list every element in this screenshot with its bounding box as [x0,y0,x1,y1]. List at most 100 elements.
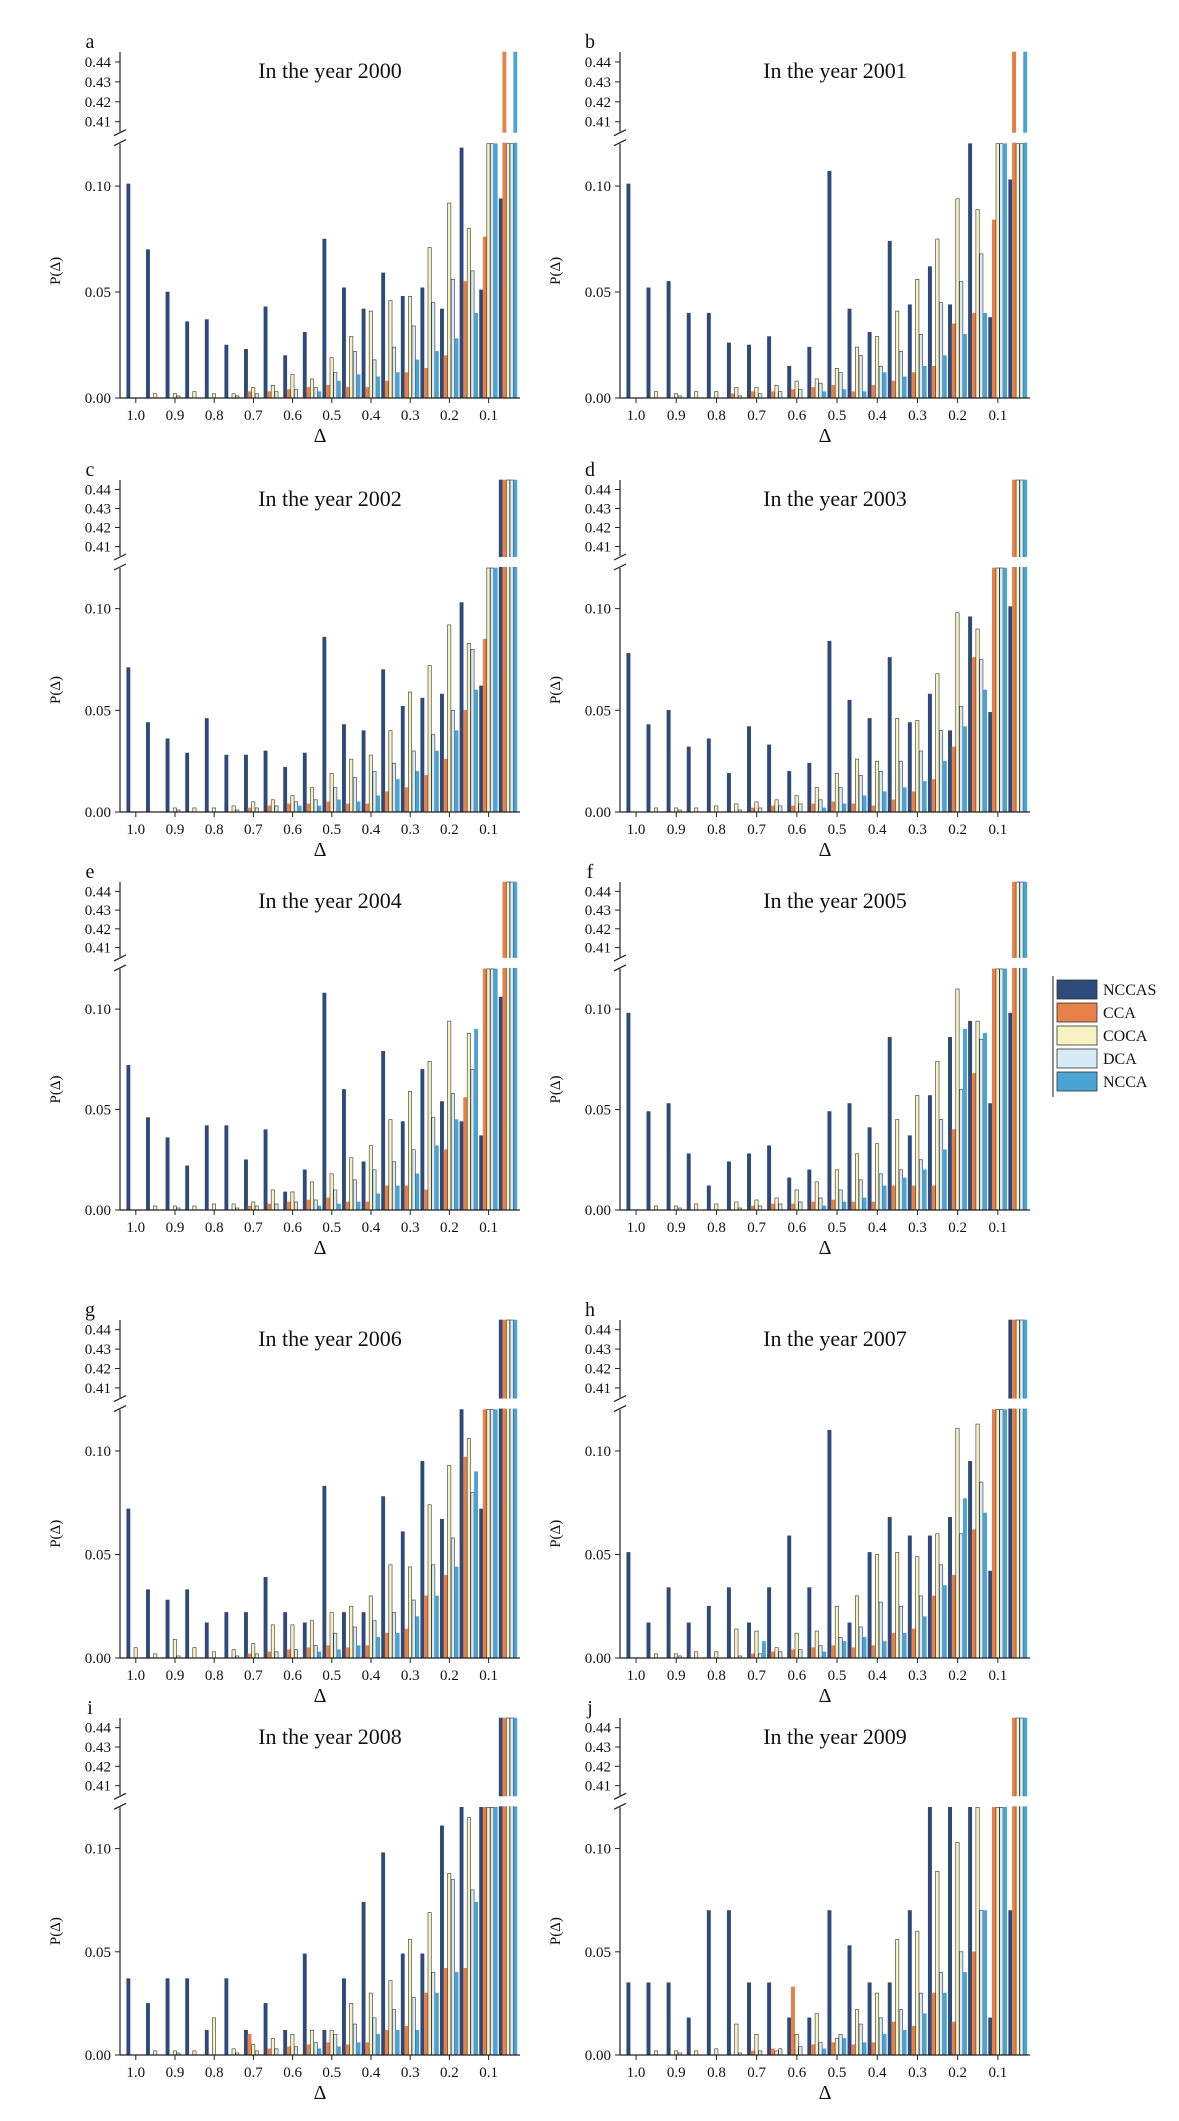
bar-cca [365,2042,370,2056]
bar-nccas [907,722,912,813]
x-tick-label: 0.2 [948,2065,967,2081]
bar-coca [506,881,510,1211]
bar-nccas [847,699,852,813]
bar-cca [365,803,370,813]
bar-dca [818,2042,823,2056]
y-tick-label: 0.44 [585,55,612,71]
axis-break-mark [113,563,127,571]
bar-nccas [479,1508,484,1659]
bar-coca [231,1649,236,1659]
bar-cca [911,791,916,813]
x-tick-label: 0.7 [244,2065,263,2081]
bar-nccas [146,2003,150,2056]
bar-nccas [646,1622,651,1659]
bar-dca [878,2017,883,2056]
bar-cca [750,2050,755,2056]
bar-nccas [626,183,631,399]
bar-cca [1012,1319,1017,1659]
x-tick-label: 0.8 [205,2065,224,2081]
y-tick-label: 0.42 [585,1759,611,1775]
bar-dca [431,302,436,399]
bar-ncca [862,1637,867,1659]
bar-cca [750,1205,755,1211]
bar-dca [818,1645,823,1659]
bar-coca [290,374,295,399]
bar-nccas [1008,1910,1013,2056]
bar-coca [408,295,412,399]
bar-coca [310,378,314,399]
bar-coca [486,567,491,813]
bar-dca [798,1201,803,1211]
legend-label-ncca: NCCA [1103,1074,1148,1091]
bar-coca [251,1201,256,1211]
bar-cca [463,1968,468,2056]
x-tick-label: 0.7 [244,1220,263,1236]
bar-cca [831,384,836,399]
bar-nccas [706,1185,711,1211]
bar-coca [408,1091,412,1211]
legend-label-coca: COCA [1103,1028,1148,1045]
bar-nccas [626,1012,631,1211]
bar-nccas [988,317,993,399]
bar-coca [653,1205,658,1211]
bar-coca [714,2048,719,2056]
x-tick-label: 0.1 [479,408,498,424]
bar-cca [911,2025,916,2056]
bar-cca [463,1456,468,1659]
bar-dca [758,393,763,399]
bar-dca [858,775,863,813]
bar-nccas [165,1599,170,1659]
bar-nccas [361,1901,366,2056]
bar-dca [490,143,494,399]
bar-nccas [400,1953,405,2056]
axis-break-mark [113,1405,127,1413]
bar-coca [408,1566,412,1659]
bar-cca [951,746,956,813]
bar-coca [975,628,980,813]
bar-coca [447,624,452,813]
bar-dca [254,807,259,813]
x-tick-label: 0.7 [747,822,766,838]
y-tick-label: 0.44 [85,884,112,900]
bar-nccas [126,1978,131,2056]
bar-dca [313,799,318,813]
bar-nccas [787,365,792,399]
y-tick-label: 0.44 [85,1721,112,1737]
x-axis-title: Δ [314,2082,327,2104]
x-tick-label: 0.1 [988,1668,1007,1684]
bar-dca [254,2050,259,2056]
bar-cca [971,1529,976,1659]
bar-dca [758,2050,763,2056]
bar-cca [482,1409,487,1659]
bar-nccas [666,1587,671,1659]
bar-dca [450,1093,455,1211]
bar-ncca [1023,1319,1028,1659]
bar-dca [898,1605,903,1659]
x-tick-label: 1.0 [627,1668,646,1684]
bar-nccas [887,657,892,813]
bar-dca [274,1651,279,1659]
x-tick-label: 0.8 [707,1220,726,1236]
y-tick-label: 0.42 [85,922,111,938]
bar-coca [506,1319,510,1659]
bar-coca [995,1807,1000,2056]
bar-coca [694,1651,699,1659]
bar-ncca [902,376,907,399]
bar-coca [895,1552,900,1659]
bar-cca [911,372,916,399]
x-tick-label: 0.4 [362,408,381,424]
bar-ncca [474,1471,479,1659]
bar-nccas [767,744,772,813]
bar-dca [450,279,455,399]
bar-coca [935,1061,940,1211]
y-tick-label: 0.41 [585,115,611,131]
bar-dca [333,787,338,813]
bar-cca [482,1807,487,2056]
axis-break-band [621,1796,1030,1807]
bar-cca [443,1968,448,2056]
y-tick-label: 0.44 [585,482,612,498]
x-tick-label: 0.7 [244,408,263,424]
bar-dca [878,1601,883,1659]
bar-nccas [420,1069,425,1211]
bar-ncca [942,1992,947,2056]
